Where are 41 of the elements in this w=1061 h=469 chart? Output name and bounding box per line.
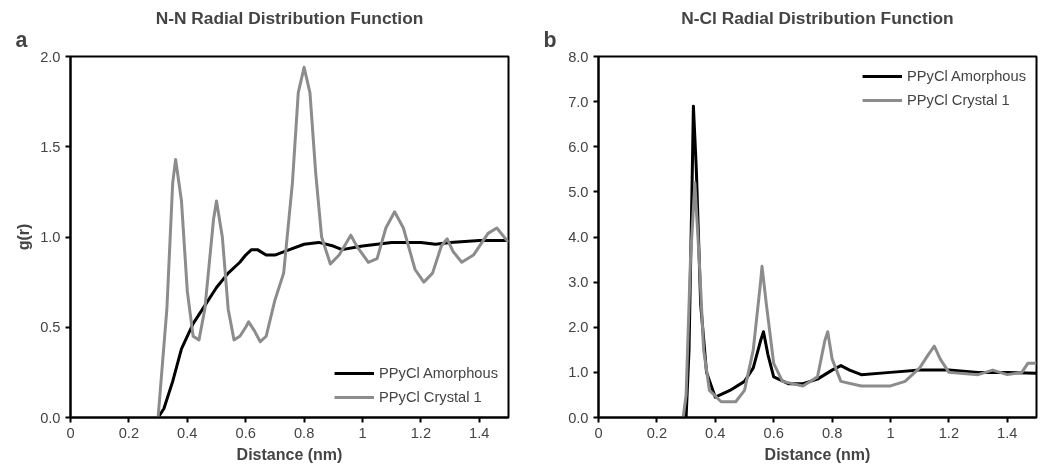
y-tick-label: 1.5 bbox=[40, 138, 61, 155]
text: b bbox=[543, 27, 557, 52]
y-tick-label: 2.0 bbox=[568, 319, 589, 336]
x-tick-label: 0 bbox=[594, 424, 603, 441]
y-tick-label: 6.0 bbox=[568, 138, 589, 155]
legend-label: PPyCl Crystal 1 bbox=[379, 389, 482, 405]
x-tick-label: 0.2 bbox=[646, 424, 668, 441]
y-tick-label: 4.0 bbox=[568, 229, 589, 245]
y-tick-label: 1.0 bbox=[568, 364, 589, 381]
y-axis-title: g(r) bbox=[15, 223, 33, 251]
x-axis-title: Distance (nm) bbox=[236, 445, 343, 463]
x-tick-label: 1.4 bbox=[997, 424, 1018, 441]
legend-label: PPyCl Amorphous bbox=[379, 365, 498, 381]
x-tick-label: 0 bbox=[66, 424, 75, 441]
y-tick-label: 2.0 bbox=[40, 48, 61, 65]
y-tick-label: 0.0 bbox=[568, 409, 589, 426]
x-tick-label: 0.4 bbox=[177, 424, 198, 441]
x-tick-label: 1.2 bbox=[410, 424, 432, 441]
legend-label: PPyCl Amorphous bbox=[907, 68, 1026, 84]
x-tick-label: 0.2 bbox=[118, 424, 140, 441]
x-tick-label: 1.2 bbox=[938, 424, 960, 441]
x-tick-label: 0.4 bbox=[705, 424, 726, 441]
x-tick-label: 0.8 bbox=[821, 424, 843, 441]
y-tick-label: 5.0 bbox=[568, 183, 589, 200]
y-tick-label: 1.0 bbox=[40, 229, 61, 245]
legend-label: PPyCl Crystal 1 bbox=[907, 92, 1010, 108]
x-tick-label: 0.8 bbox=[293, 424, 315, 441]
x-tick-label: 0.6 bbox=[763, 424, 784, 441]
chart-title: N-Cl Radial Distribution Function bbox=[681, 7, 954, 28]
x-tick-label: 1.4 bbox=[469, 424, 490, 441]
x-axis-title: Distance (nm) bbox=[764, 445, 871, 463]
chart-title: N-N Radial Distribution Function bbox=[155, 7, 424, 28]
x-tick-label: 0.6 bbox=[235, 424, 256, 441]
y-tick-label: 0.5 bbox=[40, 319, 61, 336]
x-tick-label: 1 bbox=[886, 424, 895, 441]
x-tick-label: 1 bbox=[358, 424, 367, 441]
y-tick-label: 7.0 bbox=[568, 93, 589, 110]
text: a bbox=[15, 27, 28, 52]
y-tick-label: 0.0 bbox=[40, 409, 61, 426]
y-tick-label: 8.0 bbox=[568, 48, 589, 65]
y-tick-label: 3.0 bbox=[568, 274, 589, 291]
